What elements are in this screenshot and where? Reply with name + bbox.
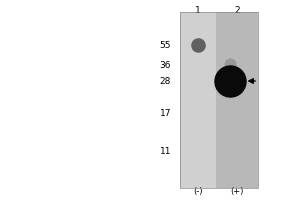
Point: [227, 79, 232, 83]
Text: 28: 28: [160, 76, 171, 86]
Text: 55: 55: [160, 40, 171, 49]
Text: 1: 1: [195, 6, 201, 15]
Bar: [180, 12, 258, 188]
Bar: [180, 12, 216, 188]
Text: (-): (-): [193, 187, 203, 196]
Text: 36: 36: [160, 62, 171, 71]
Text: 11: 11: [160, 146, 171, 156]
Bar: [216, 12, 258, 188]
Text: 2: 2: [234, 6, 240, 15]
Text: 17: 17: [160, 110, 171, 118]
Point: [196, 43, 200, 47]
Text: (+): (+): [230, 187, 244, 196]
Point: [227, 62, 232, 66]
